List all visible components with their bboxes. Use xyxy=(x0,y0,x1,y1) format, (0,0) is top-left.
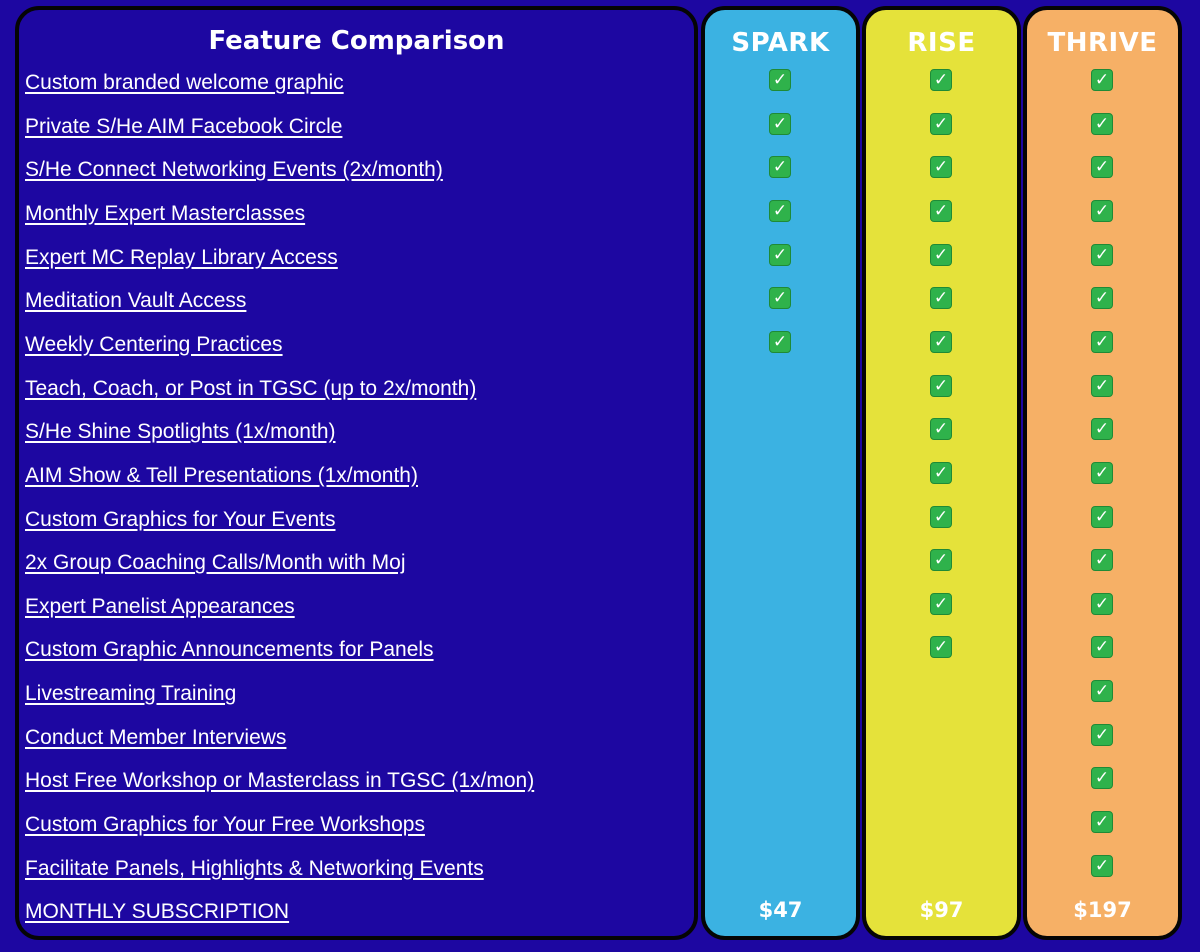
plan-column-thrive: THRIVE ✓ ✓ ✓ ✓ ✓ ✓ ✓ ✓ ✓ ✓ ✓ ✓ ✓ ✓ ✓ ✓ ✓ ✓ ✓ $197 xyxy=(1023,6,1182,940)
checkmark-button-icon: ✓ xyxy=(930,461,952,484)
checkmark-button-icon: ✓ xyxy=(769,69,791,91)
plan-title-spark: SPARK xyxy=(731,28,830,58)
checkmark-button-icon: ✓ xyxy=(930,112,952,135)
checkmark-button-icon: ✓ xyxy=(930,156,952,179)
checkmark-button-icon: ✓ xyxy=(1091,112,1113,135)
checkmark-button-icon: ✓ xyxy=(1091,592,1113,615)
feature-link[interactable]: Host Free Workshop or Masterclass in TGS… xyxy=(25,769,535,793)
checkmark-button-icon: ✓ xyxy=(1091,505,1113,528)
checkmark-button-icon: ✓ xyxy=(930,505,952,528)
plan-price-thrive: $197 xyxy=(1073,898,1132,922)
plan-column-spark: SPARK ✓ ✓ ✓ ✓ ✓ ✓ ✓ $47 xyxy=(701,6,860,940)
monthly-subscription-link[interactable]: MONTHLY SUBSCRIPTION xyxy=(25,900,290,924)
checkmark-button-icon: ✓ xyxy=(930,549,952,572)
page-title: Feature Comparison xyxy=(208,26,505,56)
checkmark-button-icon: ✓ xyxy=(769,330,791,353)
checkmark-button-icon: ✓ xyxy=(769,199,791,222)
checkmark-button-icon: ✓ xyxy=(930,287,952,310)
plan-title-thrive: THRIVE xyxy=(1047,28,1158,58)
feature-link[interactable]: Facilitate Panels, Highlights & Networki… xyxy=(25,856,484,880)
feature-link[interactable]: Conduct Member Interviews xyxy=(25,725,287,749)
plan-price-rise: $97 xyxy=(919,898,964,922)
feature-link[interactable]: S/He Shine Spotlights (1x/month) xyxy=(25,420,336,444)
checkmark-button-icon: ✓ xyxy=(1091,811,1113,834)
checkmark-button-icon: ✓ xyxy=(769,112,791,135)
plan-title-rise: RISE xyxy=(907,28,976,58)
checkmark-button-icon: ✓ xyxy=(1091,461,1113,484)
checkmark-button-icon: ✓ xyxy=(1091,767,1113,790)
checkmark-button-icon: ✓ xyxy=(1091,199,1113,222)
feature-link[interactable]: Custom branded welcome graphic xyxy=(25,71,344,94)
feature-link[interactable]: Teach, Coach, or Post in TGSC (up to 2x/… xyxy=(25,376,477,400)
feature-link[interactable]: Custom Graphic Announcements for Panels xyxy=(25,638,434,662)
checkmark-button-icon: ✓ xyxy=(1091,69,1113,91)
feature-link[interactable]: 2x Group Coaching Calls/Month with Moj xyxy=(25,551,406,575)
checkmark-button-icon: ✓ xyxy=(1091,549,1113,572)
checkmark-button-icon: ✓ xyxy=(769,243,791,266)
checkmark-button-icon: ✓ xyxy=(1091,418,1113,441)
checkmark-button-icon: ✓ xyxy=(1091,854,1113,877)
plan-column-rise: RISE ✓ ✓ ✓ ✓ ✓ ✓ ✓ ✓ ✓ ✓ ✓ ✓ ✓ ✓ $97 xyxy=(862,6,1021,940)
feature-link[interactable]: Expert Panelist Appearances xyxy=(25,594,295,618)
feature-link[interactable]: Weekly Centering Practices xyxy=(25,332,283,356)
feature-link[interactable]: Monthly Expert Masterclasses xyxy=(25,201,306,225)
feature-comparison-panel: Feature Comparison Custom branded welcom… xyxy=(15,6,698,940)
feature-link[interactable]: S/He Connect Networking Events (2x/month… xyxy=(25,158,443,182)
checkmark-button-icon: ✓ xyxy=(930,243,952,266)
feature-link[interactable]: Custom Graphics for Your Free Workshops xyxy=(25,813,425,837)
checkmark-button-icon: ✓ xyxy=(930,592,952,615)
checkmark-button-icon: ✓ xyxy=(1091,287,1113,310)
checkmark-button-icon: ✓ xyxy=(1091,243,1113,266)
checkmark-button-icon: ✓ xyxy=(1091,723,1113,746)
checkmark-button-icon: ✓ xyxy=(930,636,952,659)
checkmark-button-icon: ✓ xyxy=(1091,374,1113,397)
feature-link[interactable]: Meditation Vault Access xyxy=(25,289,247,313)
checkmark-button-icon: ✓ xyxy=(1091,680,1113,703)
feature-link[interactable]: Custom Graphics for Your Events xyxy=(25,507,336,531)
checkmark-button-icon: ✓ xyxy=(930,330,952,353)
checkmark-button-icon: ✓ xyxy=(769,156,791,179)
checkmark-button-icon: ✓ xyxy=(930,199,952,222)
checkmark-button-icon: ✓ xyxy=(930,418,952,441)
plan-price-spark: $47 xyxy=(758,898,803,922)
checkmark-button-icon: ✓ xyxy=(1091,156,1113,179)
checkmark-button-icon: ✓ xyxy=(930,374,952,397)
feature-link[interactable]: AIM Show & Tell Presentations (1x/month) xyxy=(25,463,418,487)
checkmark-button-icon: ✓ xyxy=(769,287,791,310)
checkmark-button-icon: ✓ xyxy=(930,69,952,91)
checkmark-button-icon: ✓ xyxy=(1091,330,1113,353)
checkmark-button-icon: ✓ xyxy=(1091,636,1113,659)
feature-link[interactable]: Livestreaming Training xyxy=(25,682,237,706)
feature-link[interactable]: Private S/He AIM Facebook Circle xyxy=(25,114,343,138)
feature-link[interactable]: Expert MC Replay Library Access xyxy=(25,245,338,269)
